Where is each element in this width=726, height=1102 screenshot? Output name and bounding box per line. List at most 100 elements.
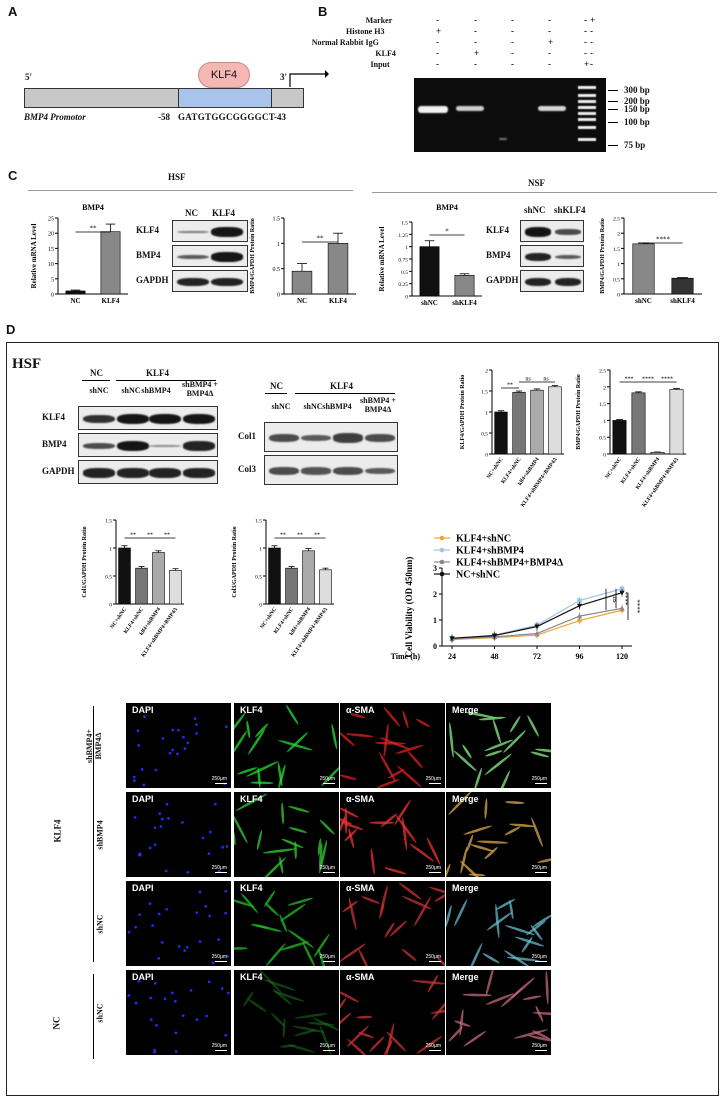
gel-band bbox=[538, 106, 566, 111]
blot-strip bbox=[520, 270, 584, 292]
blot-band bbox=[117, 468, 149, 478]
cell bbox=[411, 980, 445, 985]
sig-label: ** bbox=[130, 533, 136, 539]
cell bbox=[294, 1013, 328, 1019]
cell bbox=[278, 764, 286, 788]
nucleus bbox=[165, 907, 169, 911]
blot-col-label: shBMP4 bbox=[141, 386, 171, 395]
micro-channel-label: Merge bbox=[452, 705, 479, 715]
nucleus bbox=[171, 748, 174, 752]
cell bbox=[434, 892, 445, 902]
nucleus bbox=[143, 715, 146, 719]
cell bbox=[460, 846, 468, 874]
chip-row-label: Normal Rabbit IgG bbox=[311, 38, 379, 47]
gel-band bbox=[499, 138, 507, 140]
nucleus bbox=[153, 843, 157, 847]
blot-col-label: shNC bbox=[303, 402, 323, 411]
cell bbox=[358, 949, 370, 966]
blot-band bbox=[555, 229, 581, 235]
micro-image: KLF4 250μm bbox=[234, 703, 339, 788]
micro-channel-label: KLF4 bbox=[240, 883, 263, 893]
cell bbox=[313, 933, 330, 958]
nucleus bbox=[207, 852, 211, 856]
y-axis-label: KLF4/GAPDH Protein Ratio bbox=[460, 375, 466, 450]
y-tick-label: 0.5 bbox=[105, 575, 112, 581]
bar bbox=[65, 290, 86, 295]
bar bbox=[669, 389, 684, 455]
cell bbox=[401, 948, 417, 961]
y-tick-label: 25 bbox=[48, 217, 54, 223]
group-bracket bbox=[93, 706, 94, 962]
sig-label: ** bbox=[317, 235, 325, 243]
cell bbox=[234, 898, 255, 908]
y-tick-label: 2 bbox=[433, 590, 437, 599]
cell bbox=[383, 1040, 393, 1055]
blot-band bbox=[269, 434, 299, 442]
nucleus bbox=[195, 911, 199, 914]
point bbox=[576, 603, 583, 609]
cell bbox=[463, 825, 492, 835]
nucleus bbox=[204, 904, 208, 908]
y-tick-label: 0 bbox=[433, 642, 437, 651]
cell bbox=[407, 750, 424, 769]
cell bbox=[262, 848, 297, 854]
bar bbox=[612, 420, 627, 455]
blot-band bbox=[83, 468, 115, 478]
nucleus bbox=[140, 768, 144, 771]
x-tick-label: KLF4+shBMP4+BMP4Δ bbox=[520, 456, 559, 508]
gel-band bbox=[418, 106, 448, 113]
y-axis-label: Relative mRNA Level bbox=[378, 226, 386, 291]
y-tick-label: 0 bbox=[617, 293, 620, 299]
cell bbox=[318, 948, 327, 966]
cell bbox=[248, 728, 266, 755]
scale-bar-label: 250μm bbox=[211, 1043, 227, 1049]
nucleus bbox=[164, 869, 168, 873]
cell bbox=[436, 956, 445, 966]
micro-image: Merge 250μm bbox=[446, 881, 551, 966]
cell-field bbox=[449, 711, 551, 788]
cell bbox=[234, 811, 248, 844]
cell bbox=[370, 848, 375, 875]
cell bbox=[270, 1012, 285, 1027]
blot-strip bbox=[264, 422, 398, 452]
cell bbox=[395, 814, 417, 844]
cell bbox=[261, 857, 287, 877]
scale-bar bbox=[429, 1050, 441, 1051]
cell bbox=[496, 770, 511, 788]
nucleus bbox=[148, 902, 152, 906]
chip-mark: - bbox=[584, 48, 587, 58]
nucleus bbox=[159, 825, 163, 828]
scale-bar bbox=[215, 1050, 227, 1051]
sig-label: ns bbox=[525, 377, 531, 383]
cell bbox=[416, 718, 430, 728]
nucleus bbox=[208, 830, 212, 834]
cell bbox=[331, 724, 338, 750]
blot-row-label: KLF4 bbox=[42, 412, 66, 422]
y-tick-label: 0.5 bbox=[401, 270, 408, 276]
bp-size-label: 150 bp bbox=[624, 104, 650, 114]
blot-row-label: Col3 bbox=[238, 464, 256, 474]
group-label-klf4: KLF4 bbox=[52, 819, 63, 843]
blot-band bbox=[211, 252, 243, 262]
sig-label: **** bbox=[661, 377, 673, 383]
blot-col-label: shNC bbox=[89, 386, 109, 395]
chip-mark: - bbox=[548, 15, 551, 25]
cell bbox=[513, 1029, 548, 1039]
y-tick-label: 0 bbox=[603, 453, 606, 459]
x-tick-label: NC+shNC bbox=[486, 457, 505, 480]
scale-bar-label: 250μm bbox=[211, 865, 227, 871]
cell bbox=[294, 1029, 317, 1036]
nucleus bbox=[208, 914, 212, 918]
nucleus bbox=[142, 783, 146, 787]
cell bbox=[265, 943, 286, 966]
cell-field bbox=[234, 704, 339, 788]
bar bbox=[650, 452, 665, 455]
micro-channel-label: KLF4 bbox=[240, 972, 263, 982]
group-label-nc: NC bbox=[51, 1016, 62, 1030]
ladder-band bbox=[578, 86, 596, 89]
cell bbox=[465, 711, 496, 719]
nucleus bbox=[163, 997, 167, 1001]
micro-image: α-SMA 250μm bbox=[340, 703, 445, 788]
cell bbox=[492, 718, 502, 744]
klf4-protein-shape: KLF4 bbox=[198, 62, 250, 88]
